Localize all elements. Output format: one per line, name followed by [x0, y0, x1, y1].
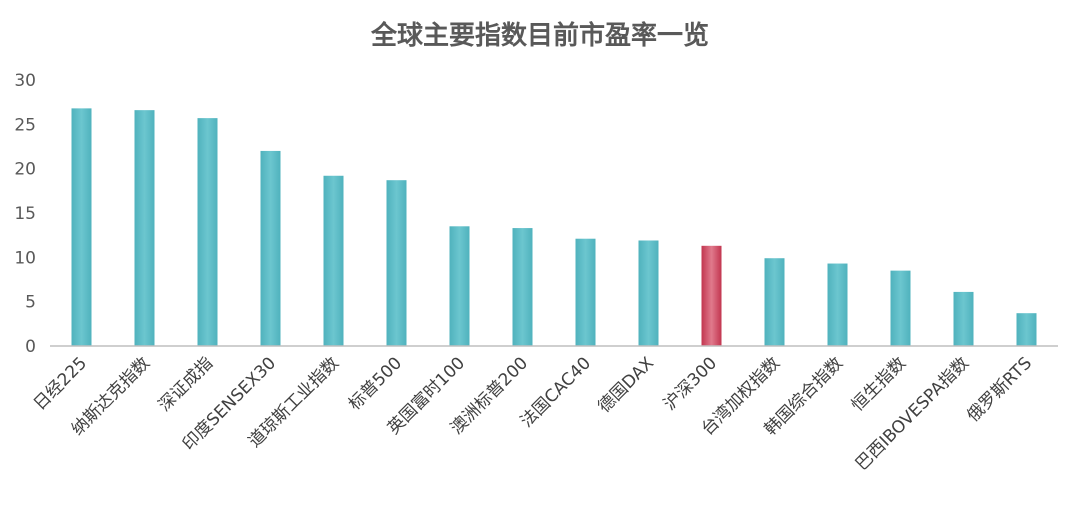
y-tick-label: 30	[14, 71, 36, 91]
x-tick-label: 俄罗斯RTS	[963, 353, 1036, 426]
bar	[638, 240, 659, 346]
bar	[323, 175, 344, 346]
bar	[260, 150, 281, 346]
bar	[512, 228, 533, 346]
bars	[71, 108, 1037, 346]
bar	[953, 291, 974, 346]
y-tick-label: 5	[25, 293, 36, 313]
bar	[134, 110, 155, 346]
bar	[386, 180, 407, 346]
x-tick-label: 沪深300	[660, 353, 721, 414]
bar	[1016, 313, 1037, 346]
y-tick-label: 0	[25, 337, 36, 357]
x-tick-label: 深证成指	[155, 353, 217, 415]
bar	[575, 238, 596, 346]
y-tick-label: 10	[14, 248, 36, 268]
bar	[827, 263, 848, 346]
x-tick-label: 德国DAX	[594, 353, 658, 417]
bar	[764, 258, 785, 346]
x-tick-label: 巴西IBOVESPA指数	[852, 353, 973, 474]
y-tick-label: 25	[14, 115, 36, 135]
bar	[449, 226, 470, 346]
y-tick-label: 20	[14, 160, 36, 180]
bar	[197, 118, 218, 346]
y-tick-label: 15	[14, 204, 36, 224]
bar	[71, 108, 92, 346]
x-tick-label: 日经225	[30, 353, 91, 414]
y-axis-ticks: 0 5 10 15 20 25 30	[14, 71, 36, 357]
bar	[701, 245, 722, 346]
chart-title: 全球主要指数目前市盈率一览	[370, 20, 709, 51]
x-tick-label: 标普500	[345, 353, 406, 414]
x-tick-label: 恒生指数	[848, 353, 910, 415]
bar	[890, 270, 911, 346]
